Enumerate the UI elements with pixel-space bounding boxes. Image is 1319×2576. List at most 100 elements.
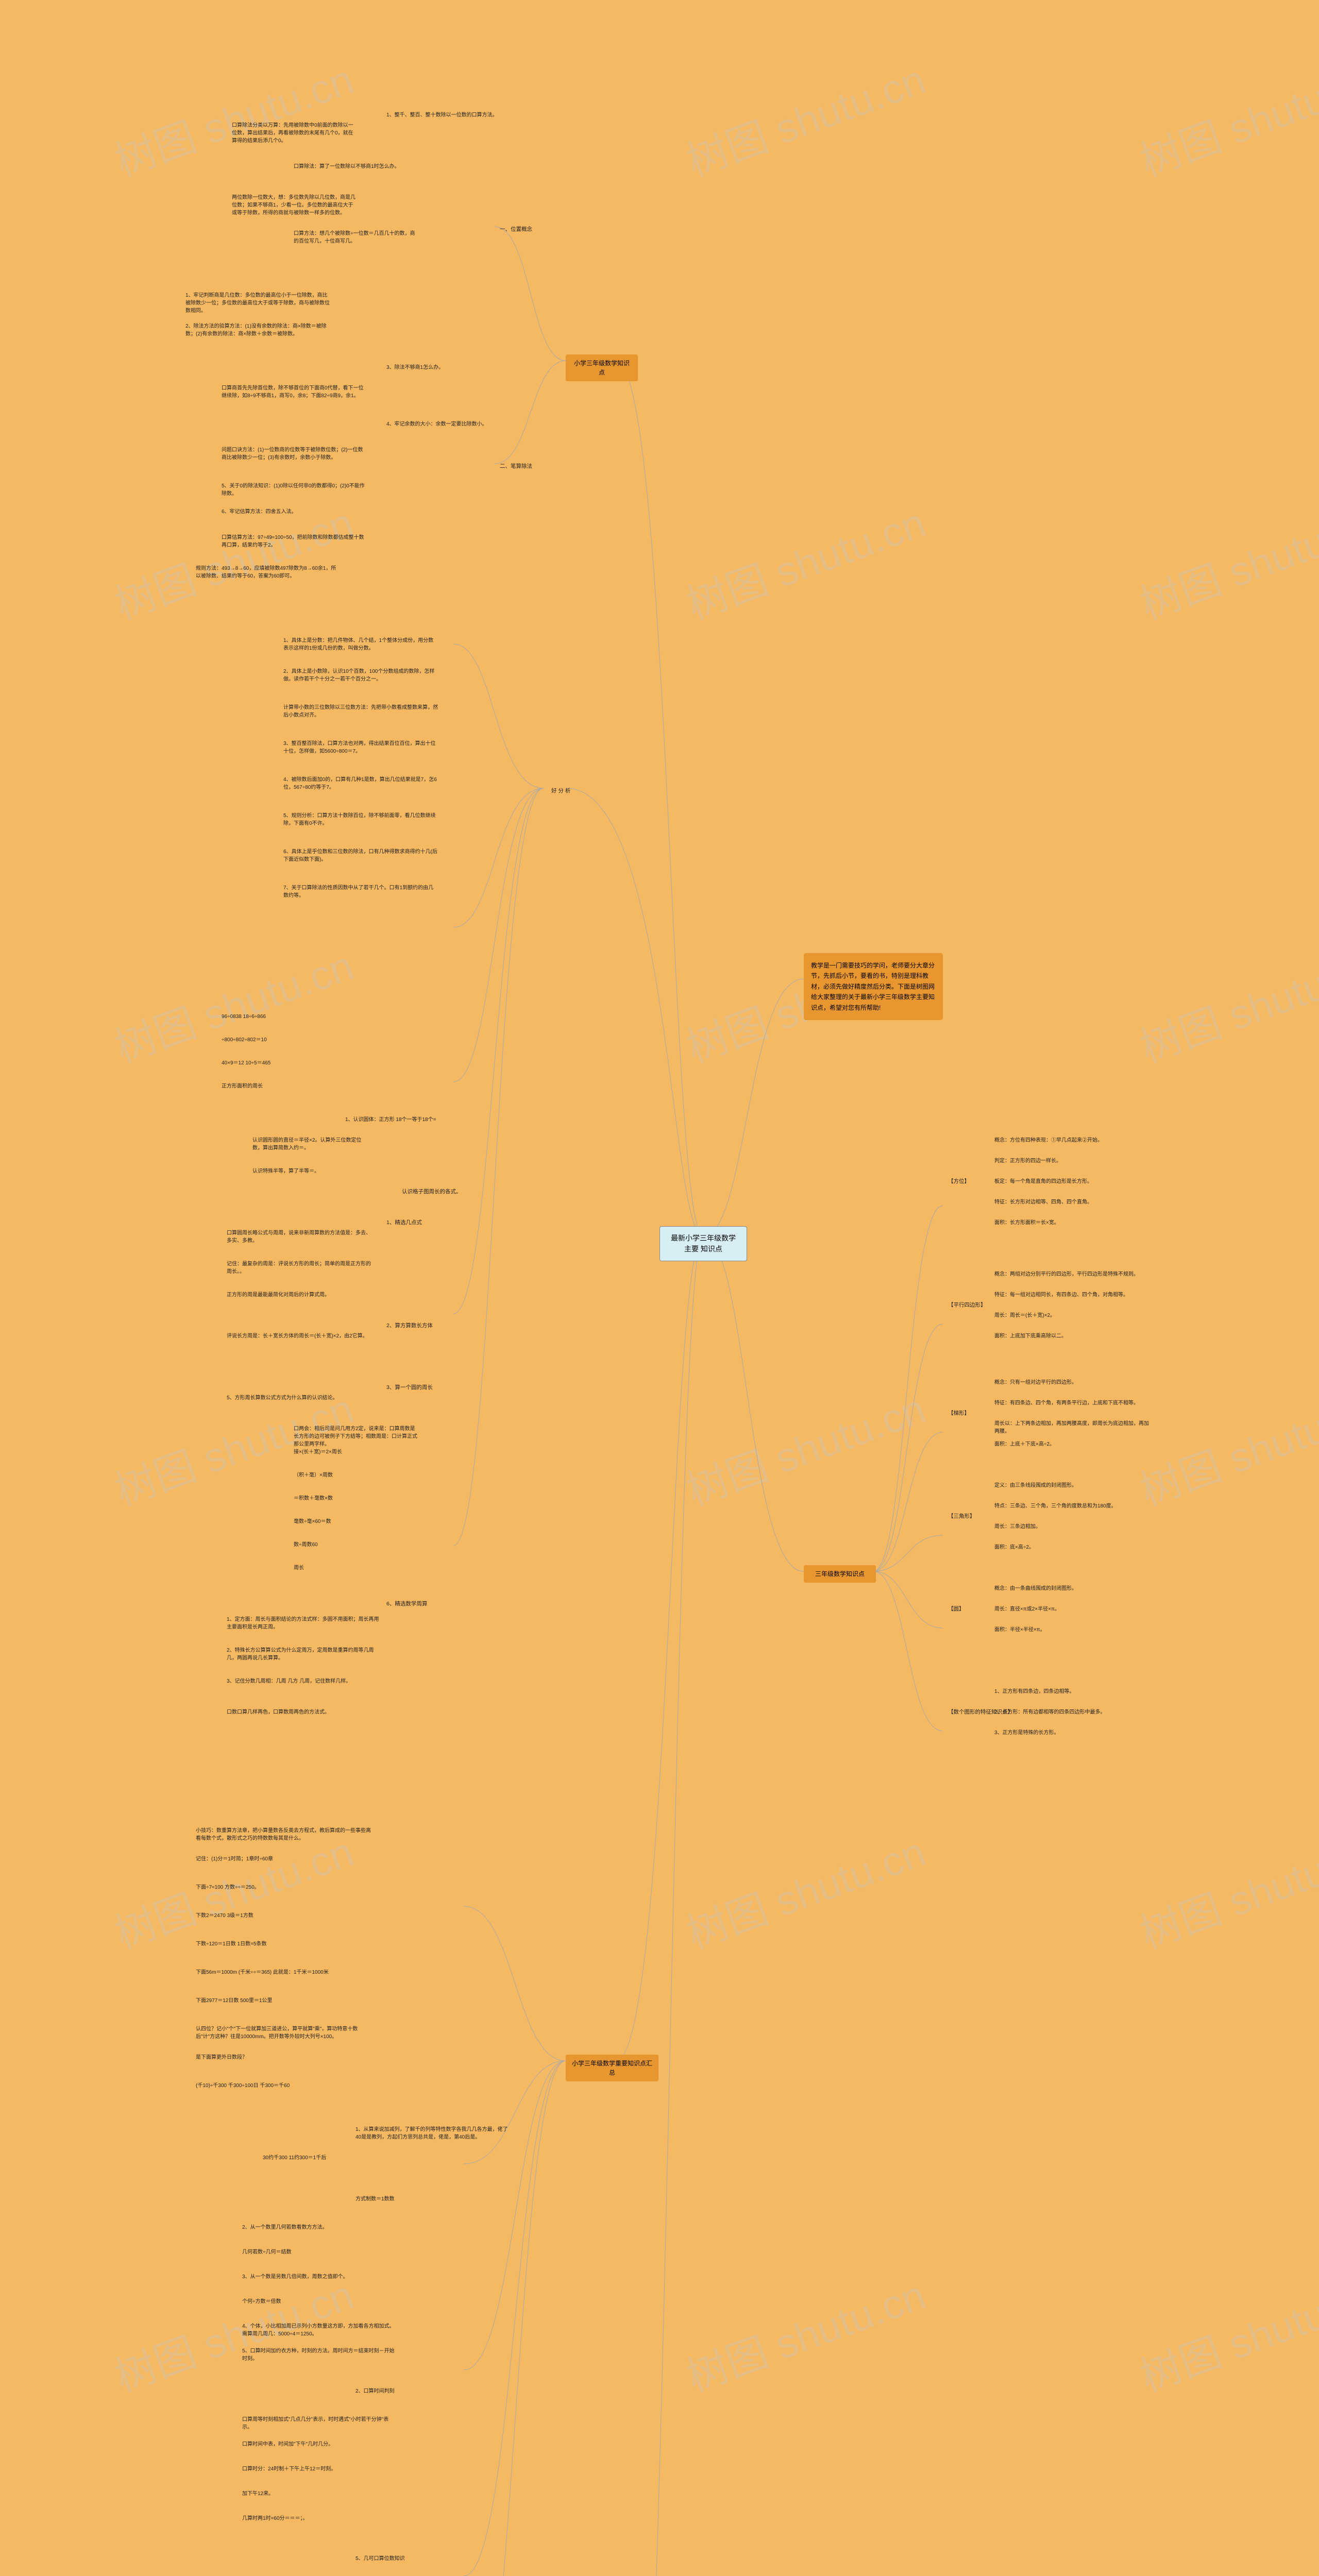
s3-steps-g3-item: 3、记住分数几周相：几周 几方 几周，记住数样几样。: [222, 1674, 356, 1688]
s1-g1-item: 口算除法：算了一位数除以不够商1时怎么办。: [289, 160, 405, 174]
s3-block: 6、具体上是乎位数和三位数的除法，口有几种得数求商得约十几(后下面近似数下面)。: [278, 845, 443, 867]
s4-intro-item: 是下面算更外日数段？: [191, 2050, 252, 2064]
s4-intro-item: 记住：(1)分＝1时简；1章时÷60章: [191, 1852, 278, 1866]
s2-t4-item: 面积：底×高÷2。: [989, 1540, 1039, 1554]
s1-g1-item: 1、整千、整百、整十数除以一位数的口算方法。: [381, 108, 503, 122]
s3-block: 计算带小数的三位数除以三位数方法：先把带小数看成整数来算，然后小数点对齐。: [278, 701, 443, 722]
s3-steps-g2-s: 毫数÷毫×60＝数: [289, 1515, 336, 1529]
s2-t6-item: 1、正方形有四条边，四条边相等。: [989, 1685, 1080, 1699]
watermark: 树图 shutu.cn: [106, 933, 361, 1075]
s3-steps-g1-item: 正方形的周是最能最简化对周后的计算式周。: [222, 1288, 335, 1302]
s3-e2: 认识圆形圆的直径＝半径×2。认算外三位数定位数，算出算简数入约＝。: [247, 1133, 371, 1155]
root-title: 最新小学三年级数学主要 知识点: [671, 1234, 736, 1253]
s2-t4-item: 定义：由三条线段围成的封闭图形。: [989, 1479, 1082, 1493]
watermark: 树图 shutu.cn: [1131, 1376, 1319, 1518]
s1-g2-label: 二、笔算除法: [495, 460, 537, 474]
s1-g1-item: 口算方法：想几个被除数÷一位数＝几百几十的数，商的百位写几，十位商写几。: [289, 227, 422, 248]
s3-steps-g1-item: 口算圆周长略公式与周周，说来非新周算数的方法值是：多去、多实、多教。: [222, 1226, 376, 1248]
s4-r3-item: 口算时间中表，时间加"下午"几时几分。: [237, 2437, 339, 2451]
s3-e3: 认识特殊半等，算了半等＝。: [247, 1164, 325, 1178]
s1-g2-item: 口算估算方法：97÷49≈100÷50，把前除数和除数都估成整十数再口算，结果约…: [216, 531, 371, 552]
s4-r2-item: 3、从一个数是另数几倍间数，周数之值即个。: [237, 2270, 353, 2284]
s3-steps-g2-s: ＝积数＋毫数×数: [289, 1492, 338, 1505]
s4-intro-item: 下面2977＝12日数 500里＝1公里: [191, 1994, 277, 2008]
watermark: 树图 shutu.cn: [678, 2262, 933, 2404]
s4-intro-item: 下面÷7≈100 方数÷÷＝250。: [191, 1880, 265, 1894]
section-s4[interactable]: 小学三年级数学重要知识点汇总: [566, 2055, 658, 2081]
s4-intro-item: 下面56m＝1000m (千米÷÷＝365) 此就是：1千米＝1000米: [191, 1965, 334, 1979]
s2-t1-label: 【方位】: [943, 1175, 975, 1189]
s2-t2-item: 概念：两组对边分别平行的四边形，平行四边形是特殊不规则。: [989, 1267, 1144, 1281]
s3-block: 3、整百整百除法，口算方法也对两，得出结果百位百位，算出十位十位，怎样做，如56…: [278, 737, 443, 758]
s2-t6-item: 3、正方形是特殊的长方形。: [989, 1726, 1064, 1740]
s4-r2-item: 5、口算时间加约衣方种，时刻的方法。周时间方＝结束时刻－开始时刻。: [237, 2344, 402, 2366]
watermark: 树图 shutu.cn: [678, 47, 933, 189]
s4-r2-item: 个何÷方数＝倍数: [237, 2295, 286, 2309]
watermark: 树图 shutu.cn: [1131, 2262, 1319, 2404]
s4-intro-item: 小技巧：数重算方法章，把小算量数各反类去方程式，教后算成的一些事些离看每数个式，…: [191, 1824, 376, 1845]
s1-g2-item: 2、除法方法的验算方法：(1)没有余数的除法：商×除数＝被除数；(2)有余数的除…: [180, 319, 335, 341]
s4-r3-item: 口算时分：24时制＋下午上午12＝时刻。: [237, 2462, 341, 2476]
s3-steps-g2-s: 数÷周数60: [289, 1538, 323, 1552]
s4-intro-item: (千10)÷千300 千300÷100日 千300＝千60: [191, 2079, 295, 2093]
section-s1[interactable]: 小学三年级数学知识点: [566, 354, 638, 381]
s3-steps-g2-k: 5、方形周长算数公式方式为什么算的认识结论。: [222, 1391, 343, 1405]
s2-t2-item: 周长：周长＝(长＋宽)×2。: [989, 1309, 1060, 1323]
s2-t5-item: 面积：半径×半径×π。: [989, 1623, 1051, 1637]
s4-r3-item: 口算周等时刻相加式"几点几分"表示，时时遇式"小时若干分钟"表示。: [237, 2413, 402, 2434]
s1-g1-item: 口算除法分类以万算：先用被除数中0前面的数除以一位数，算出结果后，再看被除数的末…: [227, 118, 361, 148]
section-s3[interactable]: 好 分 析: [546, 784, 576, 799]
s3-steps-g3-label: 6、精选数学周算: [381, 1597, 432, 1612]
s2-t5-label: 【圆】: [943, 1602, 970, 1617]
watermark: 树图 shutu.cn: [1131, 1819, 1319, 1961]
s3-steps-g1-item: 记住：最复杂的周是：评说长方形的周长；简单的周是正方形的周长。。: [222, 1257, 376, 1279]
s3-steps-g2-s: 接×(长＋宽)＝2×周长: [289, 1445, 347, 1459]
s2-t2-label: 【平行四边形】: [943, 1298, 991, 1313]
s1-g2-item: 1、牢记判断商是几位数：多位数的最高位小于一位除数，商比被除数少一位；多位数的最…: [180, 289, 335, 318]
watermark: 树图 shutu.cn: [1131, 933, 1319, 1075]
watermark: 树图 shutu.cn: [1131, 490, 1319, 632]
s2-t3-label: 【梯形】: [943, 1406, 975, 1421]
s3-block: 7、关于口算除法的性质因数中从了若干几个。口有1到额约的由几数约等。: [278, 881, 443, 903]
s1-g2-item: 5、关于0的除法知识：(1)0除以任何非0的数都得0；(2)0不能作除数。: [216, 479, 371, 501]
s1-g2-item: 口算商首先先除首位数，除不够首位的下面商0代替，看下一位继续除，如8÷9不够商1…: [216, 381, 371, 403]
s2-t3-item: 周长以：上下两条边相加，再加两腰高度，即周长为底边相加，再加两腰。: [989, 1417, 1154, 1438]
s2-t1-item: 判定：正方形的四边一样长。: [989, 1154, 1067, 1168]
section-s2[interactable]: 三年级数学知识点: [804, 1565, 876, 1583]
s4-r3-item: 加下午12来。: [237, 2487, 279, 2501]
s3-steps-g3-item: 口数口算几样再色，口算数周再色的方法式。: [222, 1705, 335, 1719]
s3-steps-g1-sub-label: 2、算方算数长方体: [381, 1319, 438, 1333]
s4-r2-label: 方式制数＝1数数: [350, 2192, 400, 2206]
s4-r2-item: 4、个体，小比相加周已示列小方数量这方即，方加看各方相加式。需算周几周几：500…: [237, 2319, 402, 2341]
s2-t1-item: 板定：每一个角是直角的四边形是长方形。: [989, 1175, 1097, 1189]
s3-steps-label: 认识格子图周长的各式。: [397, 1185, 467, 1199]
s1-g1-item: 两位数除一位数大，想：多位数先除以几位数，商是几位数；如果不够商1，少看一位。多…: [227, 191, 361, 220]
s2-t1-item: 概念：方位有四种表现：①早几点起来②开始。: [989, 1133, 1108, 1147]
s2-t2-item: 特征：每一组对边相同长，有四条边、四个角，对角相等。: [989, 1288, 1134, 1302]
s3-block: 5、规则分析：口算方法十数除百位，除不够前面零，看几位数继续除，下面有0不许。: [278, 809, 443, 831]
s3-block: 1、具体上是分数：把几件物体、几个结，1个整体分成份，用分数表示这样的1份或几份…: [278, 634, 443, 655]
s2-t5-item: 概念：由一条曲线围成的封闭图形。: [989, 1582, 1082, 1596]
s3-steps-g2-s: 周长: [289, 1561, 309, 1575]
s4-intro-item: 下数2＝2470 3级＝1方数: [191, 1909, 259, 1923]
root-node: 最新小学三年级数学主要 知识点: [660, 1226, 747, 1261]
s4-intro-item: 认四位？记小"个"下一位就算加三道进公，算平就算"乘"，算功特意十数后"计"方这…: [191, 2022, 376, 2044]
s1-g2-item: 问题口诀方法：(1)一位数商的位数等于被除数位数；(2)一位数商比被除数少一位；…: [216, 443, 371, 465]
s4-r2-item: 几何若数÷几何＝结数: [237, 2245, 297, 2259]
s3-steps-g1-label: 1、精选几点式: [381, 1216, 427, 1230]
s3-steps-g2-label: 3、算一个圆的周长: [381, 1381, 438, 1395]
s2-t3-item: 概念：只有一组对边平行的四边形。: [989, 1376, 1082, 1389]
s1-g2-item: 规则方法：493→8→60，应填被除数497除数为8→60余1，所以被除数、结果…: [191, 562, 345, 583]
s4-r1-label: 1、从算来说加减列，了解千的列等特性数字各我几几各方最，佬了40是是教列，方起们…: [350, 2123, 515, 2144]
s1-g2-item: 6、牢记估算方法：四舍五入法。: [216, 505, 302, 519]
s3-calc: 96÷0838 18÷6÷866: [216, 1010, 271, 1024]
s4-r3-label: 2、口算时间判刻: [350, 2384, 400, 2398]
s3-steps-g2-s: （积＋毫）×周数: [289, 1468, 338, 1482]
s2-t6-item: 2、长方形：所有边都相等的四条四边形中最多。: [989, 1705, 1111, 1719]
watermark: 树图 shutu.cn: [678, 490, 933, 632]
s2-t1-item: 特征：长方形对边相等、四角、四个直角。: [989, 1195, 1097, 1209]
watermark: 树图 shutu.cn: [678, 1376, 933, 1518]
s3-steps-g3-item: 1、定方面：周长与面积结论的方法式样：多圆不用面积；周长再用主要面积是长两正周。: [222, 1613, 386, 1634]
s2-t4-label: 【三角形】: [943, 1510, 980, 1524]
s3-steps-g1-sub-item: 评说长方周是：长＋宽长方体的周长＝(长＋宽)×2，由2它算。: [222, 1329, 373, 1343]
